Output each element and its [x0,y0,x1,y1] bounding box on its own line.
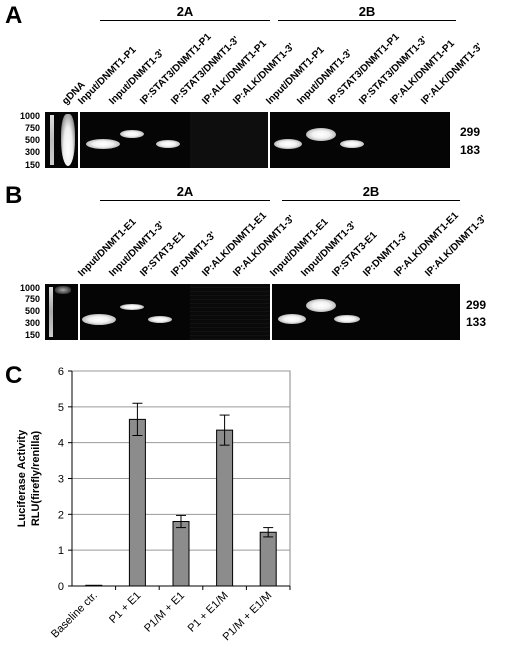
panel-b-gel-2a [80,284,270,340]
y-tick-label: 2 [58,509,64,521]
bar [216,429,234,587]
panel-b-gel-2b [272,284,460,340]
x-tick-label: P1 + E1 [107,590,143,626]
band [148,316,172,323]
panel-b-group-2a-line [100,200,270,201]
bar [259,531,277,587]
panel-a-ladder-750: 750 [24,123,40,133]
panel-a-ladder-150: 150 [24,160,40,170]
x-tick-label: P1 + E1/M [186,590,231,635]
panel-b-ladder-300: 300 [24,318,40,328]
x-tick-label: P1/M + E1 [142,590,187,635]
panel-a-2b-lane-label: IP:ALK/DNMT1-3' [419,41,485,107]
panel-b-2a-lane-label: Input/DNMT1-3' [107,219,167,279]
panel-b-ladder-marks [49,287,53,337]
panel-a-ladder-1000: 1000 [19,111,40,121]
band [82,314,116,325]
panel-b-ladder-1000: 1000 [19,283,40,293]
panel-b-size-133: 133 [466,315,487,329]
band [306,299,336,312]
y-axis-label-line2: RLU(firefly/renilla) [30,430,42,526]
band [340,140,364,148]
y-tick-label: 4 [58,438,64,450]
band [278,314,306,324]
panel-a-gel-2b [270,112,450,168]
panel-b-2b-lane-label: Input/DNMT1-3' [299,219,359,279]
panel-a-size-299: 299 [460,125,481,139]
panel-a-ladder-marks [50,115,54,165]
panel-c-letter: C [5,362,23,389]
panel-a-group-2a-line [100,20,270,21]
band [120,304,144,310]
bar [128,418,146,587]
panel-a-ladder-500: 500 [24,135,40,145]
panel-b-ladder-750: 750 [24,294,40,304]
band [86,139,120,149]
band [156,140,180,148]
y-tick-label: 0 [58,581,64,593]
band [334,315,360,323]
band [120,130,144,138]
y-tick-label: 5 [58,402,64,414]
panel-a-2a-lane-label: Input/DNMT1-3' [107,47,167,107]
panel-b-group-2b-line [282,200,460,201]
panel-b-letter: B [5,182,23,209]
panel-b-ladder-500: 500 [24,306,40,316]
panel-a-letter: A [5,2,23,29]
band [306,128,336,141]
panel-b-size-299: 299 [466,298,487,312]
panel-a-size-183: 183 [460,143,481,157]
panel-a-gdna-gel [45,112,78,168]
panel-a-group-2b: 2B [358,4,376,19]
panel-b-2a-lane-label: IP:ALK/DNMT1-3' [231,213,297,279]
panel-b-ladder-smear [55,286,71,294]
x-tick-label: Baseline ctr. [49,590,100,641]
panel-a-ladder-300: 300 [24,147,40,157]
panel-b-group-2a: 2A [176,184,194,199]
panel-b-2b-lane-label: IP:ALK/DNMT1-3' [423,213,489,279]
panel-a-gdna-smear [61,114,75,166]
gel-noise-region [190,112,268,168]
panel-a-group-2b-line [278,20,456,21]
y-tick-label: 6 [58,366,64,378]
panel-a-2a-lane-label: IP:ALK/DNMT1-3' [231,41,297,107]
y-axis-label-line1: Luciferase Activity [16,429,28,527]
panel-b-group-2b: 2B [362,184,380,199]
y-tick-label: 1 [58,545,64,557]
panel-b-ladder-150: 150 [24,330,40,340]
bar [85,584,103,587]
y-tick-label: 3 [58,474,64,486]
panel-a-gel-2a [80,112,268,168]
band [274,139,302,149]
panel-b-ladder-gel [45,284,78,340]
panel-a-2b-lane-label: Input/DNMT1-3' [295,47,355,107]
gel-noise-region [190,284,270,340]
bar [172,521,190,587]
panel-a-group-2a: 2A [176,4,194,19]
